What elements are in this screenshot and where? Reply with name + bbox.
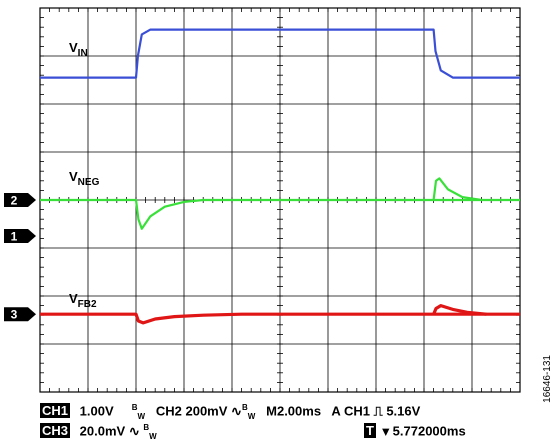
trigger-source: A CH1 <box>331 403 370 419</box>
trace-vneg <box>40 198 520 230</box>
trace-vin <box>40 28 520 79</box>
ch1-badge: CH1 <box>40 403 71 419</box>
bw3-label: B <box>143 423 150 432</box>
label-subscript: FB2 <box>78 299 97 310</box>
channel-marker-3: 3 <box>4 307 36 322</box>
trace-vfb2-pulse <box>432 304 487 316</box>
marker-arrow <box>4 307 36 322</box>
bw2-sub: W <box>247 411 256 421</box>
trigger-offset: 5.772000ms <box>392 423 466 439</box>
channel-marker-1: 1 <box>4 229 36 244</box>
marker-label: 2 <box>11 194 18 208</box>
label-subscript: IN <box>78 48 88 59</box>
trigger-edge-icon: ⎍ <box>373 403 383 419</box>
label-main: V <box>69 169 78 184</box>
marker-arrow <box>4 229 36 243</box>
figure-id: 16646-131 <box>542 355 553 403</box>
label-vneg: VNEG <box>69 169 100 188</box>
trigger-offset-arrow-icon: ▾ <box>382 423 390 439</box>
ch3-coupling-icon: ∿ <box>128 423 140 439</box>
bw1-label: B <box>131 403 138 412</box>
status-line-2: CH3 20.0mV ∿ BW T ▾ 5.772000ms <box>40 423 466 441</box>
marker-label: 3 <box>11 308 18 322</box>
channel-marker-2: 2 <box>4 193 36 208</box>
bw1-sub: W <box>137 411 146 421</box>
timebase: M2.00ms <box>266 403 322 419</box>
status-line-1: CH1 1.00V BW CH2 200mV ∿BW M2.00ms A CH1… <box>40 403 420 421</box>
ch2-scale: CH2 200mV <box>155 403 228 419</box>
ch1-scale: 1.00V <box>79 403 114 419</box>
label-main: V <box>69 40 78 55</box>
marker-label: 1 <box>11 230 18 244</box>
bw2-label: B <box>241 403 248 412</box>
trace-vneg-pulse <box>432 177 482 202</box>
bw3-sub: W <box>149 431 157 441</box>
traces <box>40 28 520 325</box>
channel-markers: 2 1 3 <box>4 193 36 322</box>
trigger-offset-badge: T <box>363 423 376 439</box>
trigger-level: 5.16V <box>386 403 421 419</box>
label-main: V <box>69 291 78 306</box>
ch3-badge: CH3 <box>40 423 71 439</box>
ch2-coupling-icon: ∿ <box>231 403 242 419</box>
label-vin: VIN <box>69 40 88 59</box>
label-vfb2: VFB2 <box>69 291 97 310</box>
trace-vfb2 <box>40 312 520 325</box>
ch3-scale: 20.0mV <box>79 423 126 439</box>
label-subscript: NEG <box>78 177 100 188</box>
marker-arrow <box>4 193 36 207</box>
